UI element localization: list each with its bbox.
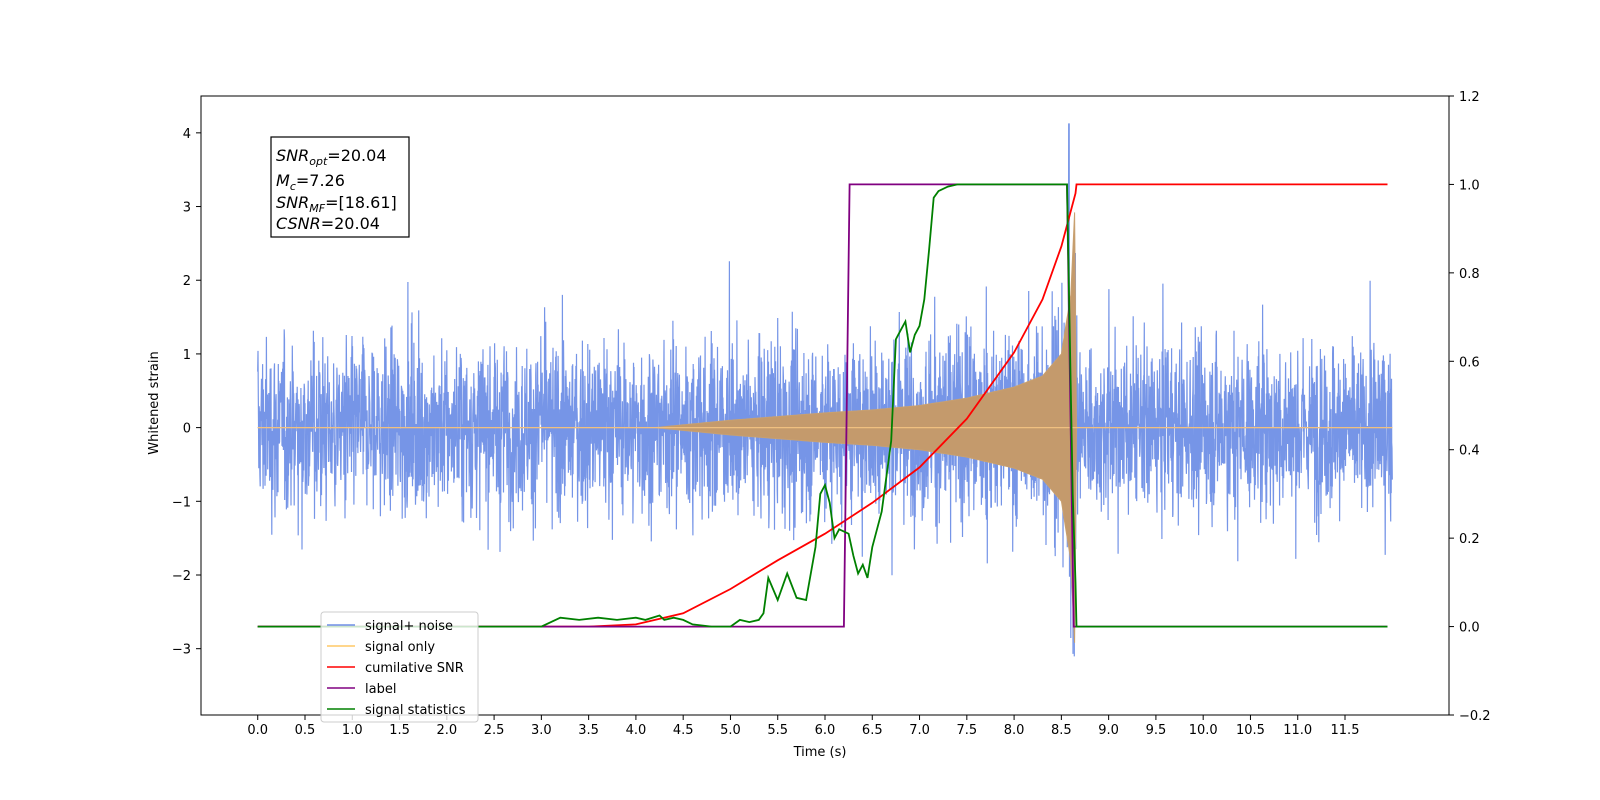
x-tick-label: 10.0 (1189, 723, 1218, 738)
y-tick-label: 1 (183, 348, 191, 363)
x-tick-label: 5.5 (767, 723, 788, 738)
y-tick-label: −1 (172, 495, 191, 510)
x-tick-label: 3.0 (531, 723, 552, 738)
x-tick-label: 0.5 (295, 723, 316, 738)
y-tick-label: 0 (183, 422, 191, 437)
x-tick-label: 2.0 (436, 723, 457, 738)
legend-entry-label: label (327, 682, 396, 697)
y2-tick-label: 0.8 (1459, 267, 1480, 282)
legend-entry-signal-only: signal only (327, 640, 435, 655)
legend-entry-cumilative-snr: cumilative SNR (327, 661, 464, 676)
y2-tick-label: 0.6 (1459, 355, 1480, 370)
x-tick-label: 5.0 (720, 723, 741, 738)
annotation-box-frame (270, 136, 410, 238)
y-axis-label: Whitened strain (147, 351, 162, 454)
x-tick-label: 1.5 (389, 723, 410, 738)
x-tick-label: 2.5 (484, 723, 505, 738)
legend-label-signal-only: signal only (365, 640, 435, 655)
x-tick-label: 9.0 (1098, 723, 1119, 738)
annotation-snr-mf: SNRMF=[18.61] (276, 193, 397, 215)
signal-plus-noise-line (257, 123, 1393, 657)
legend: signal+ noise signal only cumilative SNR… (320, 611, 479, 723)
annotation-snr-opt: SNRopt=20.04 (276, 146, 387, 168)
x-tick-label: 0.0 (247, 723, 268, 738)
y2-tick-label: 0.0 (1459, 621, 1480, 636)
x-tick-label: 8.0 (1004, 723, 1025, 738)
y2-tick-label: −0.2 (1459, 709, 1491, 724)
x-tick-label: 6.0 (815, 723, 836, 738)
legend-label-cumilative-snr: cumilative SNR (365, 661, 464, 676)
legend-frame (320, 611, 479, 723)
cumilative-snr-line (257, 183, 1388, 628)
x-tick-label: 11.0 (1283, 723, 1312, 738)
legend-entry-signal-plus-noise: signal+ noise (327, 619, 453, 634)
legend-entry-signal-statistics: signal statistics (327, 703, 466, 718)
y-tick-label: −3 (172, 643, 191, 658)
x-tick-label: 11.5 (1331, 723, 1360, 738)
x-axis-label: Time (s) (793, 745, 847, 760)
y-tick-label: −2 (172, 569, 191, 584)
annotation-mc: Mc=7.26 (276, 171, 345, 193)
x-tick-label: 6.5 (862, 723, 883, 738)
legend-label-signal-statistics: signal statistics (365, 703, 466, 718)
x-tick-label: 9.5 (1146, 723, 1167, 738)
right-axis-series-group (257, 183, 1388, 628)
x-tick-label: 3.5 (578, 723, 599, 738)
annotation-csnr: CSNR=20.04 (276, 214, 380, 233)
x-tick-label: 4.5 (673, 723, 694, 738)
signal-statistics-line (257, 183, 1388, 628)
y-tick-label: 3 (183, 201, 191, 216)
y2-tick-label: 1.0 (1459, 178, 1480, 193)
signal-plus-noise-series (257, 123, 1393, 657)
x-tick-label: 4.0 (626, 723, 647, 738)
y2-tick-label: 1.2 (1459, 90, 1480, 105)
x-tick-label: 7.5 (956, 723, 977, 738)
y-tick-label: 2 (183, 274, 191, 289)
signal-only-series (257, 212, 1393, 643)
legend-label-label: label (365, 682, 396, 697)
legend-label-signal-plus-noise: signal+ noise (365, 619, 453, 634)
y2-tick-label: 0.4 (1459, 444, 1480, 459)
y-tick-label: 4 (183, 127, 191, 142)
annotation-box: SNRopt=20.04 Mc=7.26 SNRMF=[18.61] CSNR=… (270, 136, 410, 238)
x-tick-label: 10.5 (1236, 723, 1265, 738)
y2-tick-label: 0.2 (1459, 532, 1480, 547)
x-tick-label: 7.0 (909, 723, 930, 738)
x-tick-label: 1.0 (342, 723, 363, 738)
x-tick-label: 8.5 (1051, 723, 1072, 738)
tick-group: 0.0 0.5 1.0 1.5 2.0 2.5 3.0 3.5 4.0 4.5 5.0 5.5 6.0 6… (172, 90, 1491, 738)
